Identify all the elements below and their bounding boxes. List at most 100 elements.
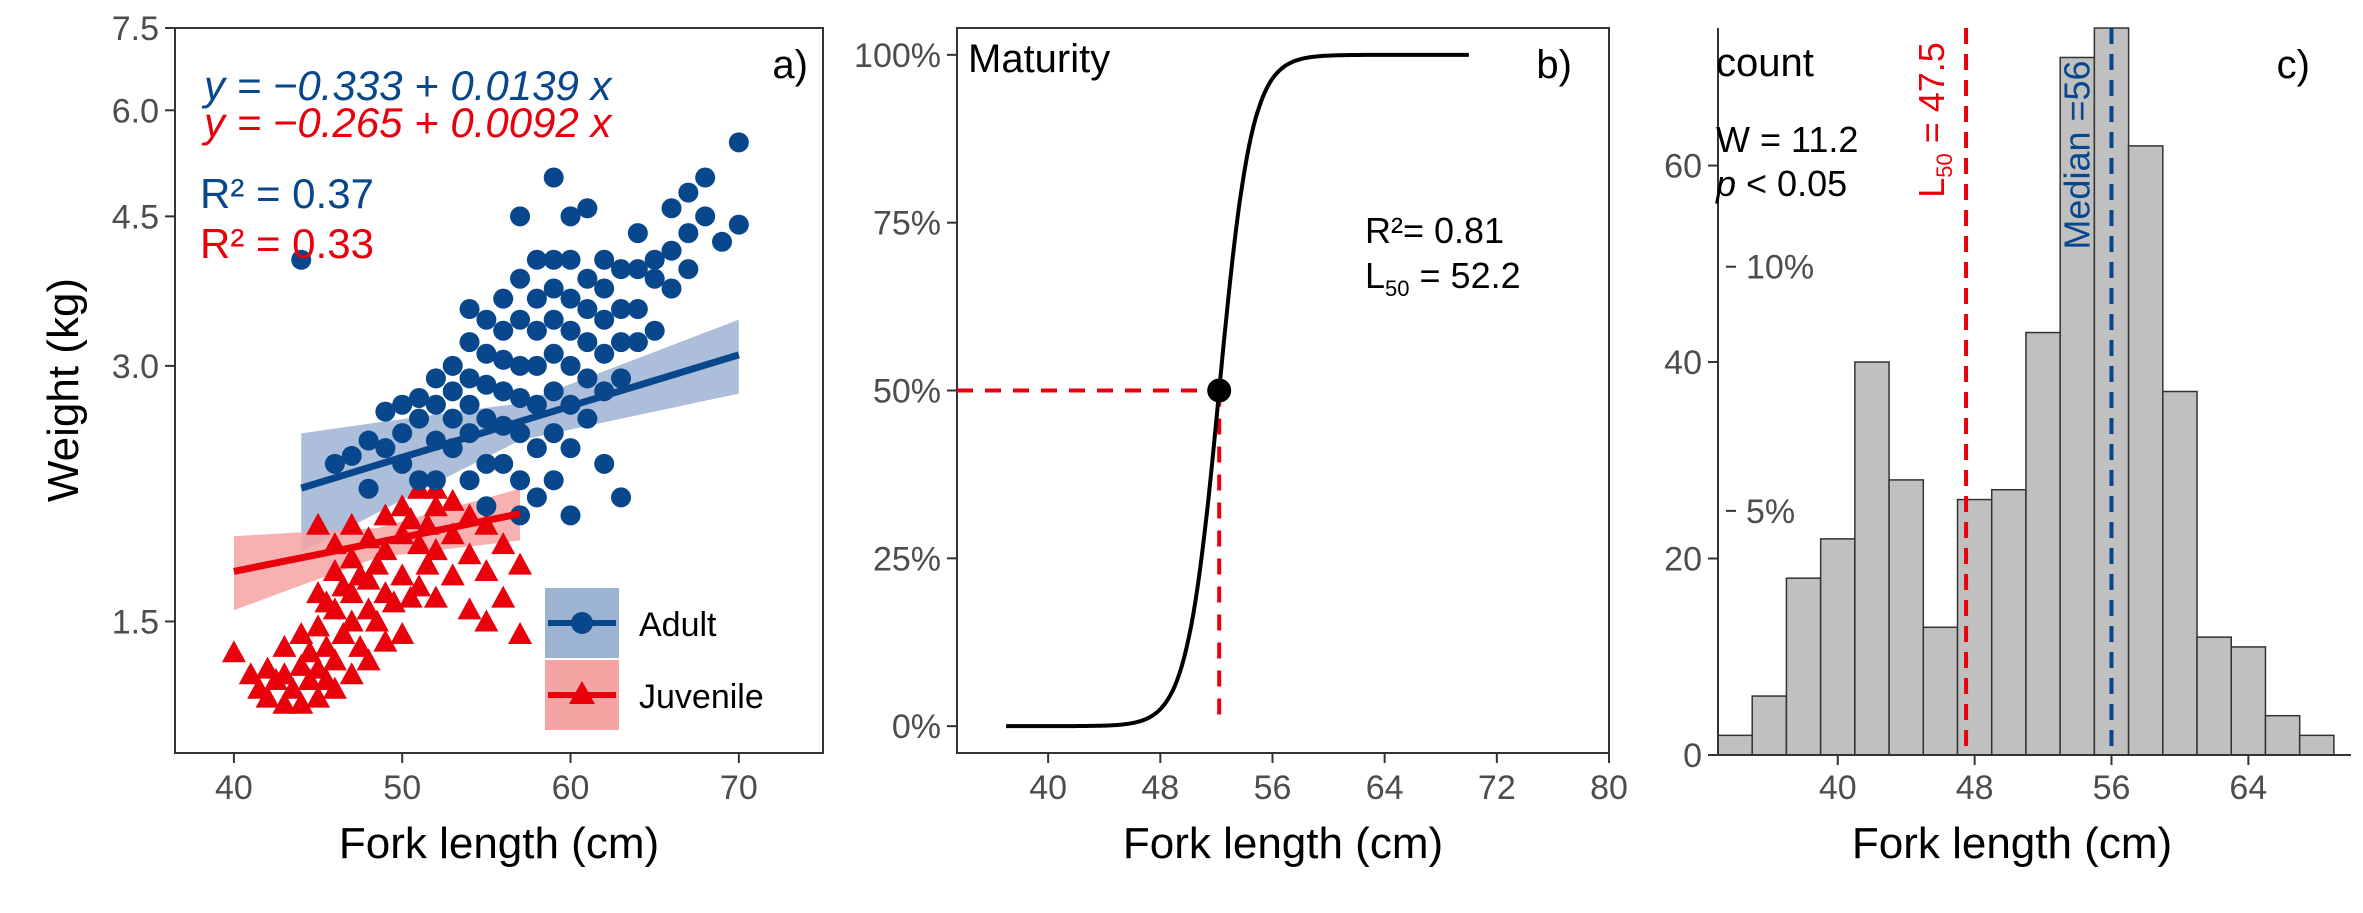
juvenile-point (297, 667, 322, 690)
adult-point (543, 343, 564, 364)
adult-point (358, 430, 379, 451)
panel-c-vertical-lines (1964, 28, 2114, 755)
panel-c-y-tick-label: 60 (1664, 148, 1702, 186)
adult-point (442, 408, 463, 429)
panel-a-y-tick-label: 6.0 (112, 92, 159, 130)
adult-point (728, 132, 749, 153)
adult-point (459, 368, 480, 389)
juvenile-point (491, 532, 516, 555)
adult-point (409, 408, 430, 429)
adult-point (510, 470, 531, 491)
adult-point (577, 408, 598, 429)
panel-b-x-tick-label: 72 (1478, 769, 1516, 807)
panel-c-x-tick-label: 64 (2229, 769, 2267, 807)
adult-point (577, 368, 598, 389)
juvenile-point (423, 538, 448, 561)
adult-point (560, 206, 581, 227)
adult-point (594, 249, 615, 270)
adult-point (543, 381, 564, 402)
adult-point (526, 487, 547, 508)
panel-c-y-ticks: 0 20 40 60 (1664, 148, 1718, 775)
adult-point (341, 445, 362, 466)
juvenile-point (440, 488, 465, 511)
panel-c-x-tick-label: 40 (1819, 769, 1857, 807)
adult-point (510, 423, 531, 444)
adult-point (627, 332, 648, 353)
adult-point (644, 249, 665, 270)
juvenile-point (474, 609, 499, 632)
juvenile-point (255, 685, 280, 708)
juvenile-point (306, 685, 331, 708)
adult-point (358, 478, 379, 499)
panel-c-x-ticks: 40 48 56 64 (1819, 755, 2267, 807)
juvenile-point (390, 494, 415, 517)
panel-a-x-tick-label: 50 (383, 769, 421, 807)
panel-a-x-tick-label: 70 (720, 769, 758, 807)
maturity-l50: L50 = 52.2 (1365, 255, 1521, 301)
panel-a-x-tick-label: 40 (215, 769, 253, 807)
juvenile-point (280, 676, 305, 699)
adult-point (459, 299, 480, 320)
panel-c-percent-tick-label: 5% (1746, 493, 1795, 531)
panel-c-x-tick-label: 48 (1956, 769, 1994, 807)
adult-point (627, 299, 648, 320)
juvenile-point (407, 574, 432, 597)
panel-c-x-tick-label: 56 (2093, 769, 2131, 807)
histogram-bar (1785, 577, 1822, 756)
adult-point (442, 381, 463, 402)
adult-point (661, 278, 682, 299)
juvenile-point (339, 609, 364, 632)
panel-b-y-tick-label: 100% (854, 37, 941, 75)
adult-point (627, 223, 648, 244)
panel-c-histogram: 40 48 56 64 0 20 40 60 10% 5% count c) W = 11.2… (1664, 27, 2351, 868)
adult-fit-line (300, 351, 740, 492)
panel-a-y-tick-label: 4.5 (112, 198, 159, 236)
juvenile-point (339, 581, 364, 604)
juvenile-point (322, 648, 347, 671)
histogram-bar (2196, 636, 2232, 756)
panel-a-y-ticks: 1.5 3.0 4.5 6.0 7.5 (112, 10, 175, 641)
panel-b-x-tick-label: 48 (1141, 769, 1179, 807)
adult-point (493, 349, 514, 370)
juvenile-point (306, 512, 331, 535)
adult-point (560, 505, 581, 526)
adult-point (577, 299, 598, 320)
juvenile-point (272, 634, 297, 657)
panel-a-legend: Adult Juvenile (545, 588, 764, 730)
panel-a-x-tick-label: 60 (552, 769, 590, 807)
adult-point (543, 423, 564, 444)
juvenile-point (306, 614, 331, 637)
juvenile-point (356, 597, 381, 620)
adult-point (695, 167, 716, 188)
panel-c-bars (1717, 27, 2335, 756)
adult-point (409, 470, 430, 491)
juvenile-point (491, 585, 516, 608)
panel-c-y-tick-label: 40 (1664, 344, 1702, 382)
histogram-bar (1819, 538, 1856, 756)
histogram-bar (2264, 714, 2301, 756)
panel-b-y-tick-label: 25% (873, 540, 941, 578)
histogram-bar (2162, 390, 2198, 756)
legend-juvenile-key-marker (569, 681, 595, 704)
adult-point (543, 309, 564, 330)
juvenile-point (440, 522, 465, 545)
adult-point (425, 470, 446, 491)
adult-point (493, 320, 514, 341)
juvenile-point (398, 507, 423, 530)
adult-point (661, 198, 682, 219)
adult-point (644, 268, 665, 289)
adult-point (594, 343, 615, 364)
adult-point (678, 223, 699, 244)
juvenile-point (339, 546, 364, 569)
histogram-bar (2298, 734, 2335, 756)
panel-c-percent-tick-label: 10% (1746, 249, 1814, 287)
adult-point (526, 320, 547, 341)
adult-point (375, 438, 396, 459)
juvenile-point (398, 585, 423, 608)
juvenile-confidence-ribbon (233, 488, 521, 611)
adult-point (425, 368, 446, 389)
panel-b-x-tick-label: 64 (1366, 769, 1404, 807)
adult-point (611, 332, 632, 353)
panel-a-weight-length: 40 50 60 70 1.5 3.0 4.5 6.0 7.5 a) y = −0.333 +… (39, 10, 824, 868)
